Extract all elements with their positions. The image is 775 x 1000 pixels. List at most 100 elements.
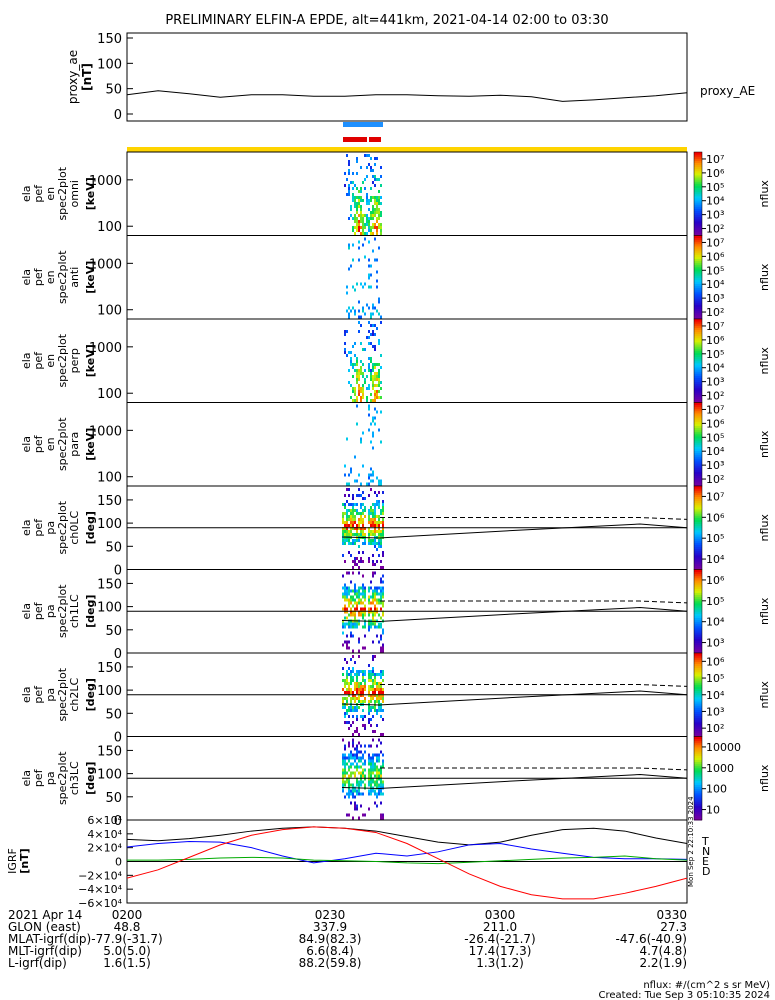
spectrogram-cell [358, 199, 360, 202]
spectrogram-cell [352, 506, 354, 509]
spectrogram-cell [380, 396, 382, 399]
spectrogram-cell [348, 783, 350, 787]
spectrogram-cell [352, 539, 354, 542]
spectrogram-cell [370, 533, 372, 536]
spectrogram-cell [378, 503, 380, 506]
spectrogram-cell [378, 211, 380, 214]
spectrogram-cell [342, 631, 344, 635]
spectrogram-cell [356, 399, 358, 402]
spectrogram-cell [378, 625, 380, 629]
spectrogram-cell [382, 783, 384, 787]
spectrogram-cell [356, 220, 358, 223]
spectrogram-cell [382, 506, 384, 509]
spectrogram-cell [350, 554, 352, 557]
colorbar-segment [694, 348, 702, 351]
spectrogram-cell [376, 774, 378, 778]
colorbar-label: nflux [758, 514, 771, 542]
spectrogram-cell [360, 691, 362, 694]
spectrogram-cell [346, 524, 348, 527]
igrf-ytick-label: 4×10⁴ [87, 828, 122, 841]
colorbar-segment [694, 431, 702, 435]
colorbar-segment [694, 592, 702, 596]
spectrogram-cell [354, 342, 356, 345]
spectrogram-cell [356, 282, 358, 286]
spectrogram-cell [380, 816, 382, 820]
spectrogram-cell [380, 175, 382, 178]
spectrogram-cell [342, 783, 344, 787]
colorbar-segment [694, 686, 702, 689]
colorbar-segment [694, 325, 702, 328]
spectrogram-cell [356, 625, 358, 629]
colorbar-segment [694, 703, 702, 706]
spectrogram-cell [356, 750, 358, 754]
spectrogram-cell [364, 724, 366, 727]
igrf-series-T [126, 826, 688, 846]
spectrogram-cell [368, 321, 370, 324]
spectrogram-cell [376, 685, 378, 688]
spectrogram-cell [346, 500, 348, 503]
spectrogram-cell [344, 586, 346, 590]
spectrogram-cell [346, 586, 348, 590]
spectrogram-cell [360, 196, 362, 199]
igrf-series-N [126, 840, 688, 864]
spectrogram-cell [378, 542, 380, 545]
spectrogram-cell [344, 780, 346, 784]
spectrogram-cell [374, 214, 376, 217]
spectrogram-cell [348, 190, 350, 193]
colorbar-segment [694, 567, 702, 570]
spectrogram-cell [346, 777, 348, 781]
spectrogram-cell [348, 601, 350, 605]
spectrogram-cell [356, 211, 358, 214]
colorbar-segment [694, 179, 702, 182]
spectrogram-cell [368, 384, 370, 387]
colorbar-segment [694, 210, 702, 214]
spectrogram-cell [348, 369, 350, 372]
colorbar-segment [694, 341, 702, 345]
spectrogram-cell [352, 527, 354, 530]
spectrogram-cell [362, 756, 364, 760]
spectrogram-cell [382, 512, 384, 515]
spectrogram-cell [378, 545, 380, 548]
spectrogram-cell [376, 697, 378, 700]
colorbar-tick-label: 10⁶ [706, 574, 725, 587]
spectrogram-cell [380, 691, 382, 694]
spectrogram-cell [372, 768, 374, 772]
spectrogram-cell [374, 545, 376, 548]
spectrogram-ytick-label: 150 [97, 577, 122, 592]
orbit-row-value: 4.7(4.8) [639, 944, 687, 958]
colorbar-segment [694, 469, 702, 472]
spectrogram-cell [370, 679, 372, 682]
spectrogram-cell [354, 557, 356, 560]
spectrogram-cell [362, 646, 364, 650]
spectrogram-cell [356, 533, 358, 536]
colorbar-segment [694, 329, 702, 333]
spectrogram-cell [372, 789, 374, 793]
spectrogram-cell [350, 700, 352, 703]
spectrogram-cell [364, 509, 366, 512]
spectrogram-cell [376, 792, 378, 796]
spectrogram-cell [370, 762, 372, 766]
spectrogram-cell [380, 214, 382, 217]
spectrogram-cell [342, 512, 344, 515]
colorbar-segment [694, 588, 702, 591]
spectrogram-cell [364, 759, 366, 763]
colorbar-segment [694, 233, 702, 236]
spectrogram-cell [378, 396, 380, 399]
spectrogram-cell [366, 399, 368, 402]
colorbar-segment [694, 728, 702, 731]
spectrogram-cell [378, 598, 380, 602]
spectrogram-cell [380, 226, 382, 229]
colorbar-segment [694, 448, 702, 452]
spectrogram-cell [344, 625, 346, 629]
spectrogram-cell [356, 375, 358, 378]
colorbar-segment [694, 577, 702, 581]
spectrogram-cell [368, 369, 370, 372]
spectrogram-cell [368, 366, 370, 369]
spectrogram-cell [350, 697, 352, 700]
spectrogram-cell [380, 530, 382, 533]
spectrogram-cell [374, 393, 376, 396]
spectrogram-cell [362, 306, 364, 310]
colorbar-segment [694, 410, 702, 414]
